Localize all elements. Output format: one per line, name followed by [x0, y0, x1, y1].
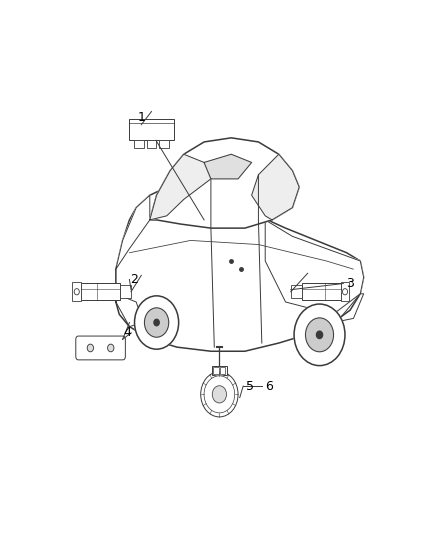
Circle shape [134, 296, 179, 349]
Bar [129, 119, 173, 140]
Bar [159, 140, 169, 148]
Circle shape [87, 344, 94, 352]
Bar [81, 283, 120, 301]
Text: 1: 1 [138, 111, 145, 124]
Polygon shape [150, 154, 211, 220]
Bar [341, 282, 350, 301]
Circle shape [154, 319, 159, 326]
Circle shape [201, 372, 238, 417]
Bar [134, 140, 144, 148]
Text: 5: 5 [246, 379, 254, 393]
Text: 6: 6 [265, 379, 272, 393]
Circle shape [343, 289, 348, 295]
Bar [147, 140, 156, 148]
Bar [291, 285, 302, 298]
Circle shape [294, 304, 345, 366]
Bar [120, 285, 131, 298]
Bar [220, 367, 226, 374]
Polygon shape [116, 187, 364, 351]
Polygon shape [265, 220, 364, 314]
Circle shape [317, 331, 322, 338]
Bar [213, 367, 219, 374]
Text: 4: 4 [124, 326, 132, 340]
Circle shape [145, 308, 169, 337]
Circle shape [204, 376, 235, 413]
Polygon shape [251, 154, 299, 220]
Circle shape [306, 318, 333, 352]
Circle shape [212, 386, 226, 403]
FancyBboxPatch shape [76, 336, 125, 360]
Text: 3: 3 [346, 277, 354, 290]
Circle shape [74, 289, 79, 295]
Circle shape [108, 344, 114, 352]
Text: 2: 2 [131, 273, 138, 286]
Bar [212, 366, 227, 375]
Polygon shape [116, 195, 150, 269]
Bar [72, 282, 81, 301]
Polygon shape [204, 154, 251, 179]
Bar [302, 283, 341, 301]
Polygon shape [150, 138, 299, 228]
